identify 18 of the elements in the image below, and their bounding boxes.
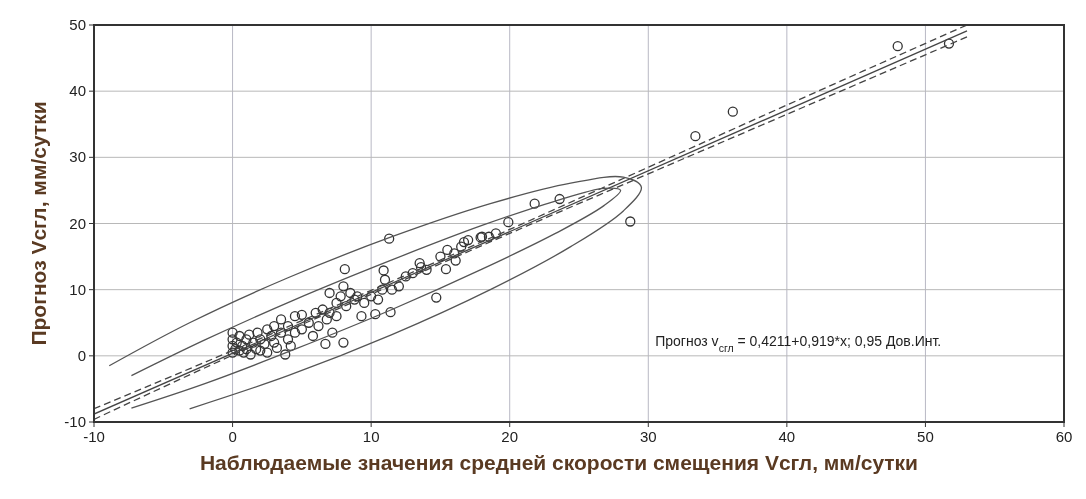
y-tick-label: 20 bbox=[69, 214, 86, 232]
y-tick-label: -10 bbox=[64, 413, 86, 430]
y-tick-label: 0 bbox=[77, 346, 86, 364]
x-tick-label: 20 bbox=[501, 428, 519, 445]
x-tick-label: 10 bbox=[362, 428, 380, 445]
y-tick-label: 50 bbox=[69, 16, 86, 33]
x-axis-title: Наблюдаемые значения средней скорости смещения Vсгл, мм/сутки bbox=[199, 451, 919, 474]
x-tick-label: 60 bbox=[1055, 428, 1073, 445]
x-tick-label: 0 bbox=[228, 428, 237, 445]
x-tick-label: 40 bbox=[778, 428, 796, 445]
y-tick-label: 40 bbox=[69, 82, 86, 100]
y-tick-label: 10 bbox=[69, 280, 86, 298]
x-tick-label: 30 bbox=[639, 428, 657, 445]
y-tick-label: 30 bbox=[69, 148, 86, 166]
x-tick-label: 50 bbox=[917, 428, 934, 445]
x-tick-label: -10 bbox=[83, 428, 105, 445]
y-axis-title: Прогноз Vсгл, мм/сутки bbox=[27, 101, 50, 346]
annotation: Прогноз v$_{сгл}$ = 0,4211+0,919*x; 0,95 Дов.Инт. bbox=[655, 332, 942, 354]
